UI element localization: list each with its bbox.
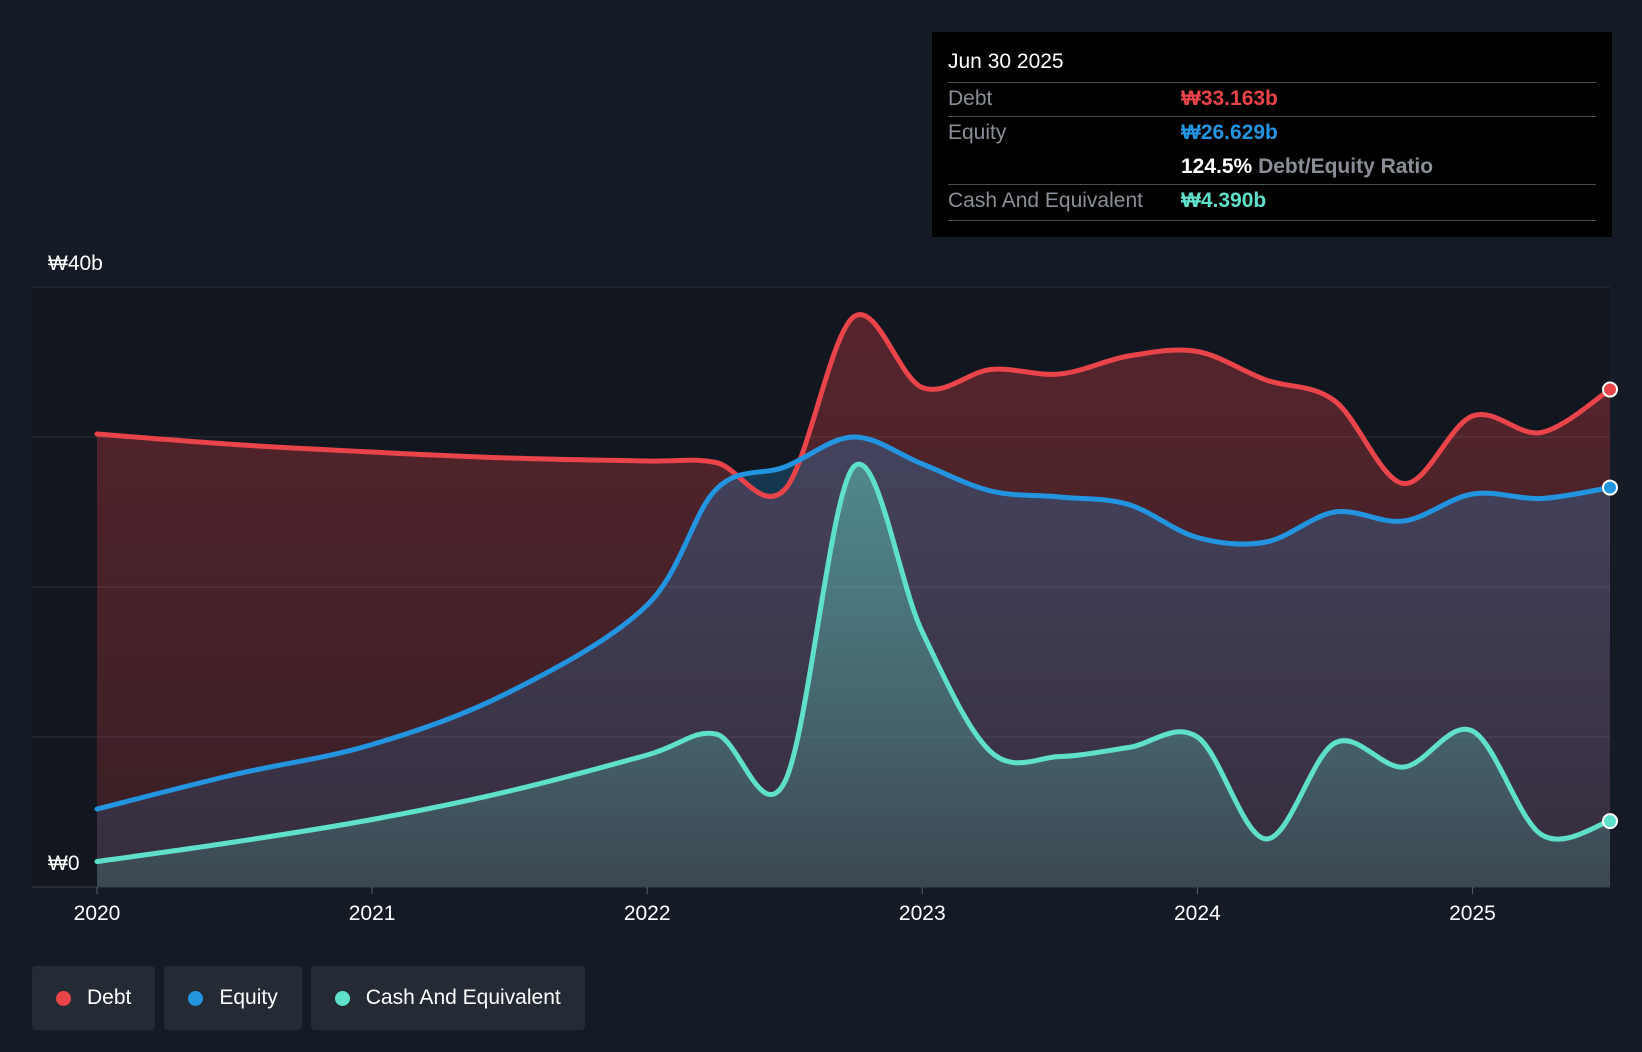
- tooltip-cash-label: Cash And Equivalent: [948, 189, 1143, 212]
- x-tick-label: 2023: [899, 902, 946, 925]
- tooltip-debt-label: Debt: [948, 87, 993, 110]
- tooltip-divider: [948, 82, 1596, 83]
- tooltip-divider: [948, 184, 1596, 185]
- tooltip-equity-label: Equity: [948, 121, 1007, 144]
- legend-item-cash[interactable]: Cash And Equivalent: [310, 966, 585, 1030]
- legend-dot-icon: [188, 990, 204, 1006]
- series-areas: [97, 314, 1610, 887]
- legend-label-equity: Equity: [219, 986, 278, 1009]
- debt-endpoint[interactable]: [1602, 381, 1618, 398]
- tooltip-divider: [948, 220, 1596, 221]
- legend-dot-icon: [334, 990, 350, 1006]
- tooltip-ratio: 124.5% Debt/Equity Ratio: [1181, 155, 1433, 179]
- equity-line: [94, 434, 1613, 812]
- x-tick-label: 2025: [1449, 902, 1496, 925]
- x-tick-label: 2021: [349, 902, 396, 925]
- legend-dot-icon: [56, 990, 71, 1006]
- x-tick-label: 2022: [624, 902, 671, 925]
- legend-item-equity[interactable]: Equity: [164, 966, 302, 1030]
- x-tick-label: 2024: [1174, 902, 1221, 925]
- series-lines: [94, 312, 1613, 864]
- y-axis-top-label: ₩40b: [48, 252, 103, 275]
- tooltip-panel: Jun 30 2025 Debt ₩33.163b Equity ₩26.629…: [932, 32, 1612, 237]
- x-axis-ticks: 2020 2021 2022 2023 2024 2025: [74, 887, 1496, 925]
- tooltip-cash-value: ₩4.390b: [1181, 189, 1267, 212]
- x-tick-label: 2020: [74, 902, 121, 925]
- cash-area: [97, 464, 1610, 887]
- y-axis-bottom-label: ₩0: [48, 852, 80, 875]
- debt-line: [94, 312, 1613, 499]
- tooltip-debt-value: ₩33.163b: [1181, 87, 1278, 110]
- legend-item-debt[interactable]: Debt: [32, 966, 156, 1030]
- legend-label-cash: Cash And Equivalent: [365, 986, 561, 1009]
- equity-endpoint[interactable]: [1602, 479, 1618, 496]
- tooltip-date: Jun 30 2025: [948, 50, 1064, 73]
- legend-label-debt: Debt: [87, 986, 132, 1009]
- tooltip-ratio-label: Debt/Equity Ratio: [1258, 155, 1434, 178]
- cash-line: [94, 461, 1613, 864]
- tooltip-ratio-value: 124.5%: [1181, 155, 1253, 178]
- tooltip-equity-value: ₩26.629b: [1181, 121, 1278, 144]
- tooltip-divider: [948, 116, 1596, 117]
- cash-endpoint[interactable]: [1602, 813, 1618, 830]
- series-endpoints: [1602, 381, 1618, 830]
- legend: Debt Equity Cash And Equivalent: [32, 966, 585, 1030]
